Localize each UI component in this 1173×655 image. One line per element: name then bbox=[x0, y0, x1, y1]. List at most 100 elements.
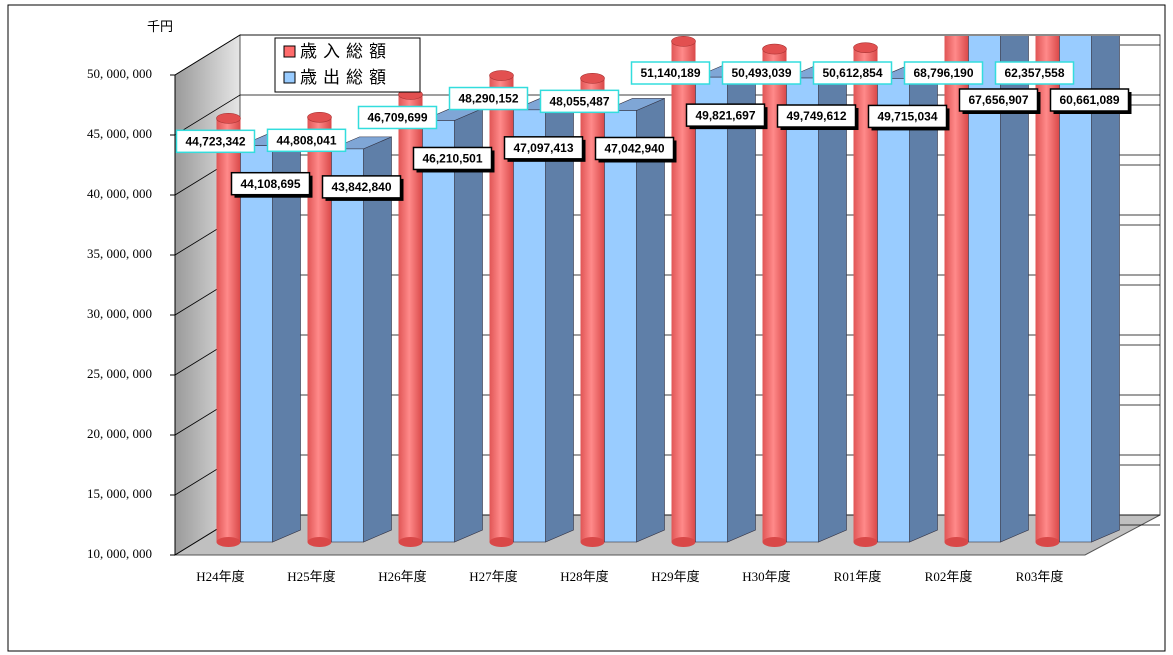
data-label-box bbox=[448, 86, 529, 111]
x-tick-label: H27年度 bbox=[469, 569, 517, 584]
bar-front bbox=[786, 77, 819, 543]
data-label-box bbox=[867, 104, 948, 129]
data-label: 60,661,089 bbox=[1059, 93, 1119, 107]
legend-swatch bbox=[283, 71, 296, 84]
data-label-box bbox=[958, 88, 1039, 112]
data-label-box bbox=[721, 61, 802, 85]
y-tick-label: 25, 000, 000 bbox=[87, 366, 152, 381]
unit-label: 千円 bbox=[147, 19, 173, 34]
data-label-box bbox=[994, 61, 1075, 85]
x-tick-label: R02年度 bbox=[925, 569, 973, 584]
bar-bottom bbox=[1035, 537, 1060, 547]
data-label-box bbox=[230, 171, 311, 196]
data-label: 44,808,041 bbox=[276, 133, 336, 147]
bar-bottom bbox=[853, 537, 878, 547]
bar bbox=[331, 136, 392, 543]
bar bbox=[422, 108, 483, 543]
data-label: 49,749,612 bbox=[786, 109, 846, 123]
bar-front bbox=[422, 120, 455, 543]
data-label-box bbox=[1049, 88, 1130, 112]
bar-side bbox=[909, 65, 938, 543]
y-tick-label: 35, 000, 000 bbox=[87, 246, 152, 261]
bar-front bbox=[877, 78, 910, 543]
bar-bottom bbox=[671, 537, 696, 547]
y-tick-label: 15, 000, 000 bbox=[87, 486, 152, 501]
x-tick-label: H26年度 bbox=[378, 569, 426, 584]
data-label: 48,290,152 bbox=[458, 92, 518, 106]
data-label: 46,210,501 bbox=[422, 152, 482, 166]
bar-front bbox=[604, 110, 637, 543]
bar-front bbox=[513, 109, 546, 543]
bar-bottom bbox=[944, 537, 969, 547]
data-label: 50,612,854 bbox=[822, 66, 882, 80]
x-tick-label: H29年度 bbox=[651, 569, 699, 584]
bar-front bbox=[1059, 36, 1092, 543]
data-label-box bbox=[903, 61, 984, 85]
bar-top bbox=[216, 113, 241, 124]
data-label-box bbox=[776, 104, 857, 128]
y-tick-label: 45, 000, 000 bbox=[87, 126, 152, 141]
bar-front bbox=[695, 76, 728, 543]
bar bbox=[877, 65, 938, 543]
data-label-box bbox=[266, 128, 347, 153]
data-label: 46,709,699 bbox=[367, 111, 427, 125]
bar-side bbox=[1091, 36, 1120, 543]
grid-line bbox=[174, 34, 1160, 76]
data-label-box bbox=[503, 136, 584, 160]
bar-bottom bbox=[216, 537, 241, 547]
data-label-box bbox=[412, 146, 493, 171]
bar bbox=[786, 65, 847, 543]
bar bbox=[604, 98, 665, 543]
x-tick-label: R01年度 bbox=[834, 569, 882, 584]
bar-bottom bbox=[580, 537, 605, 547]
bar-side bbox=[727, 64, 756, 543]
y-tick-label: 40, 000, 000 bbox=[87, 186, 152, 201]
data-label: 44,108,695 bbox=[240, 177, 300, 191]
bar-bottom bbox=[762, 537, 787, 547]
bar bbox=[695, 64, 756, 543]
bar-body bbox=[762, 49, 787, 543]
bar bbox=[1035, 36, 1060, 547]
bar-front bbox=[331, 148, 364, 543]
data-label: 47,097,413 bbox=[513, 141, 573, 155]
y-tick-label: 50, 000, 000 bbox=[87, 66, 152, 81]
data-label: 67,656,907 bbox=[968, 93, 1028, 107]
data-label: 49,821,697 bbox=[695, 108, 755, 122]
data-label-box bbox=[539, 89, 620, 114]
bar bbox=[240, 133, 301, 543]
data-label-box bbox=[357, 105, 438, 130]
data-label-box bbox=[685, 103, 766, 127]
data-label: 43,842,840 bbox=[331, 180, 391, 194]
bar-front bbox=[968, 36, 1001, 543]
legend-label: 歳入総額 bbox=[300, 42, 392, 62]
legend-label: 歳出総額 bbox=[300, 68, 392, 88]
data-label-box bbox=[175, 129, 256, 154]
data-label: 48,055,487 bbox=[549, 95, 609, 109]
legend bbox=[274, 37, 421, 93]
bar bbox=[968, 36, 1029, 543]
bar-top bbox=[307, 112, 332, 123]
data-label: 49,715,034 bbox=[877, 110, 937, 124]
bar-bottom bbox=[307, 537, 332, 547]
bar-side bbox=[454, 108, 483, 543]
data-label: 68,796,190 bbox=[913, 66, 973, 80]
y-tick-label: 20, 000, 000 bbox=[87, 426, 152, 441]
bar bbox=[398, 89, 423, 547]
data-label: 51,140,189 bbox=[640, 66, 700, 80]
bar bbox=[513, 97, 574, 543]
grid-line bbox=[174, 94, 1160, 136]
bar-side bbox=[636, 98, 665, 543]
bar-top bbox=[671, 36, 696, 47]
bar-top bbox=[853, 42, 878, 53]
data-label-box bbox=[594, 136, 675, 161]
data-label: 44,723,342 bbox=[185, 134, 245, 148]
x-tick-label: R03年度 bbox=[1016, 569, 1064, 584]
bar-body bbox=[1035, 36, 1060, 543]
x-tick-label: H30年度 bbox=[742, 569, 790, 584]
bar bbox=[762, 43, 787, 547]
data-label: 50,493,039 bbox=[731, 66, 791, 80]
bar-top bbox=[489, 70, 514, 81]
x-tick-label: H24年度 bbox=[196, 569, 244, 584]
